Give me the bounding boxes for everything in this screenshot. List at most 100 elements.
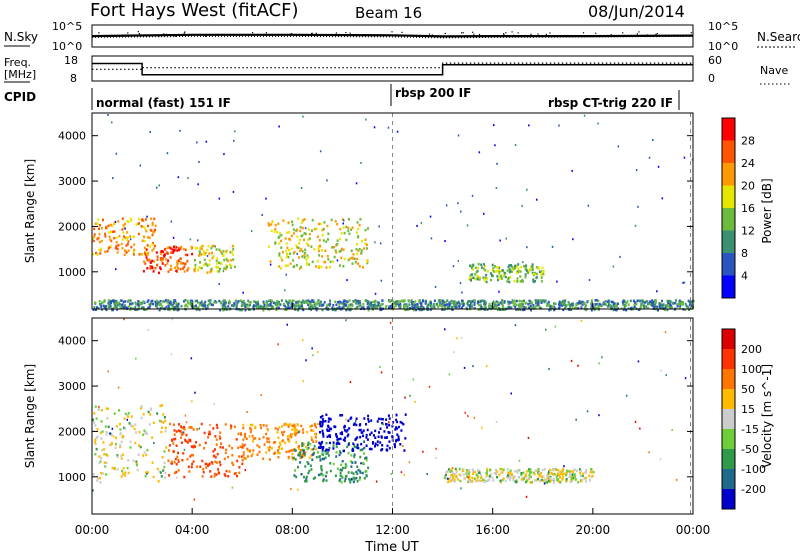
heatmap-cell (172, 450, 175, 453)
heatmap-cell (480, 479, 483, 482)
heatmap-cell (198, 161, 200, 163)
heatmap-cell (403, 449, 406, 452)
heatmap-cell (219, 463, 222, 467)
heatmap-cell (122, 226, 125, 229)
heatmap-cell (187, 302, 190, 305)
heatmap-cell (311, 299, 314, 302)
heatmap-cell (326, 254, 329, 258)
heatmap-cell (188, 438, 191, 442)
heatmap-cell (388, 306, 390, 310)
heatmap-cell (267, 437, 270, 440)
heatmap-cell (100, 472, 102, 475)
heatmap-cell (238, 471, 241, 475)
noise-scatter-point (401, 31, 403, 33)
heatmap-cell (307, 256, 310, 259)
heatmap-cell (460, 302, 463, 305)
heatmap-cell (203, 258, 206, 262)
heatmap-cell (319, 420, 322, 424)
heatmap-cell (285, 450, 288, 454)
heatmap-cell (376, 420, 379, 423)
heatmap-cell (285, 300, 288, 304)
heatmap-cell (175, 463, 178, 466)
heatmap-cell (217, 468, 220, 471)
heatmap-cell (577, 480, 580, 484)
heatmap-cell (99, 476, 101, 480)
heatmap-cell (627, 303, 630, 306)
heatmap-cell (358, 428, 361, 432)
heatmap-cell (614, 302, 617, 305)
heatmap-cell (326, 451, 329, 455)
heatmap-cell (322, 479, 325, 483)
heatmap-cell (119, 432, 122, 435)
heatmap-cell (177, 429, 180, 432)
heatmap-cell (159, 299, 162, 303)
heatmap-cell (374, 445, 376, 448)
heatmap-cell (168, 246, 171, 249)
heatmap-cell (157, 480, 160, 483)
heatmap-cell (345, 308, 348, 312)
noise-scatter-point (624, 35, 626, 37)
heatmap-cell (156, 412, 159, 415)
heatmap-cell (547, 471, 550, 475)
heatmap-cell (629, 299, 632, 303)
heatmap-cell (108, 443, 111, 447)
heatmap-cell (210, 475, 213, 478)
noise-scatter-point (636, 33, 638, 35)
heatmap-cell (310, 245, 313, 248)
heatmap-cell (265, 301, 268, 304)
heatmap-cell (113, 301, 116, 304)
heatmap-cell (101, 308, 103, 311)
heatmap-cell (492, 479, 495, 482)
heatmap-cell (652, 302, 654, 305)
heatmap-cell (201, 459, 204, 463)
noise-scatter-point (655, 33, 657, 35)
heatmap-cell (173, 433, 176, 436)
heatmap-cell (206, 306, 209, 309)
heatmap-cell (175, 246, 178, 249)
heatmap-cell (357, 468, 360, 472)
heatmap-cell (176, 455, 179, 459)
heatmap-cell (176, 265, 179, 268)
heatmap-cell (215, 301, 218, 304)
colorbar-tick-label: 24 (741, 157, 755, 170)
heatmap-cell (195, 441, 197, 444)
heatmap-cell (504, 479, 507, 483)
heatmap-cell (171, 304, 174, 307)
heatmap-cell (296, 252, 298, 255)
heatmap-cell (123, 222, 126, 226)
heatmap-cell (381, 421, 384, 425)
heatmap-cell (570, 303, 573, 306)
heatmap-cell (549, 479, 552, 482)
heatmap-cell (336, 306, 339, 310)
heatmap-cell (318, 239, 321, 242)
x-tick-label: 00:00 (676, 523, 711, 537)
heatmap-cell (121, 217, 124, 220)
heatmap-cell (416, 224, 418, 227)
heatmap-cell (470, 303, 473, 306)
heatmap-cell (283, 304, 286, 308)
heatmap-cell (321, 440, 324, 444)
heatmap-cell (339, 227, 342, 231)
heatmap-cell (306, 254, 309, 257)
heatmap-cell (207, 299, 210, 302)
heatmap-cell (278, 426, 281, 429)
heatmap-cell (462, 304, 465, 307)
heatmap-cell (106, 454, 109, 457)
heatmap-cell (515, 265, 518, 268)
heatmap-cell (277, 302, 280, 306)
heatmap-cell (231, 486, 234, 489)
heatmap-cell (528, 473, 531, 477)
heatmap-cell (235, 438, 238, 441)
heatmap-cell (101, 430, 104, 433)
heatmap-cell (545, 478, 548, 481)
heatmap-cell (390, 473, 393, 475)
heatmap-cell (253, 300, 256, 303)
heatmap-cell (107, 301, 110, 305)
heatmap-cell (132, 250, 135, 254)
heatmap-cell (142, 454, 145, 457)
heatmap-cell (147, 224, 149, 228)
heatmap-cell (471, 273, 474, 276)
heatmap-cell (127, 471, 130, 475)
heatmap-cell (117, 220, 120, 223)
heatmap-cell (268, 224, 270, 227)
